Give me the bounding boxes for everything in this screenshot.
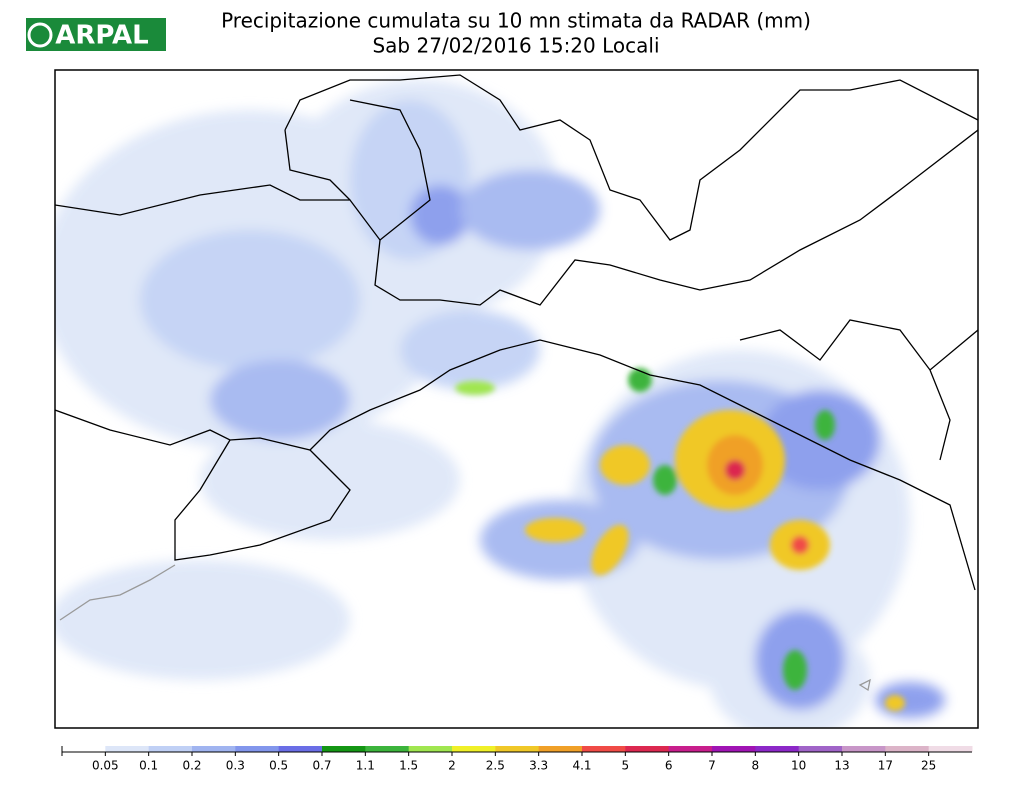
map-frame <box>54 69 979 729</box>
colorbar-label: 1.1 <box>356 759 375 773</box>
radar-map <box>55 70 978 728</box>
colorbar-label: 4.1 <box>572 759 591 773</box>
logo-bg <box>26 18 166 51</box>
logo-icon <box>27 22 53 48</box>
colorbar-swatch <box>842 746 886 752</box>
colorbar-label: 7 <box>708 759 716 773</box>
colorbar-label: 6 <box>665 759 673 773</box>
colorbar-label: 3.3 <box>529 759 548 773</box>
colorbar-swatch <box>582 746 626 752</box>
colorbar-label: 5 <box>622 759 630 773</box>
colorbar-label: 2 <box>448 759 456 773</box>
colorbar-label: 0.3 <box>226 759 245 773</box>
colorbar-swatch <box>885 746 930 752</box>
colorbar-swatch <box>105 746 150 752</box>
colorbar-label: 0.05 <box>92 759 119 773</box>
colorbar-swatch <box>365 746 410 752</box>
colorbar-label: 0.7 <box>312 759 331 773</box>
colorbar-swatch <box>798 746 843 752</box>
colorbar-label: 0.5 <box>269 759 288 773</box>
colorbar-swatch <box>148 746 193 752</box>
logo-text: ARPAL <box>55 21 149 51</box>
title: Precipitazione cumulata su 10 mn stimata… <box>221 9 811 33</box>
colorbar-swatch <box>62 746 106 752</box>
colorbar: 0.05 0.1 0.2 0.3 0.5 0.7 1.1 1.5 2 2.5 3.3 4.1 5 6 7 8 1… <box>61 746 973 773</box>
colorbar-label: 13 <box>834 759 849 773</box>
colorbar-swatch <box>928 746 973 752</box>
colorbar-swatch <box>625 746 670 752</box>
colorbar-swatch <box>192 746 236 752</box>
colorbar-swatch <box>538 746 583 752</box>
colorbar-label: 10 <box>791 759 806 773</box>
colorbar-label: 25 <box>921 759 936 773</box>
colorbar-label: 8 <box>752 759 760 773</box>
colorbar-swatch <box>495 746 540 752</box>
colorbar-swatch <box>755 746 800 752</box>
colorbar-label: 1.5 <box>399 759 418 773</box>
colorbar-label: 17 <box>878 759 893 773</box>
colorbar-swatch <box>452 746 496 752</box>
colorbar-swatch <box>278 746 323 752</box>
subtitle: Sab 27/02/2016 15:20 Locali <box>372 34 659 58</box>
colorbar-swatch <box>322 746 366 752</box>
colorbar-swatch <box>235 746 280 752</box>
colorbar-label: 2.5 <box>486 759 505 773</box>
colorbar-swatch <box>408 746 453 752</box>
colorbar-swatch <box>712 746 756 752</box>
colorbar-swatch <box>668 746 713 752</box>
colorbar-label: 0.1 <box>139 759 158 773</box>
logo: ARPAL <box>26 18 166 51</box>
colorbar-label: 0.2 <box>182 759 201 773</box>
